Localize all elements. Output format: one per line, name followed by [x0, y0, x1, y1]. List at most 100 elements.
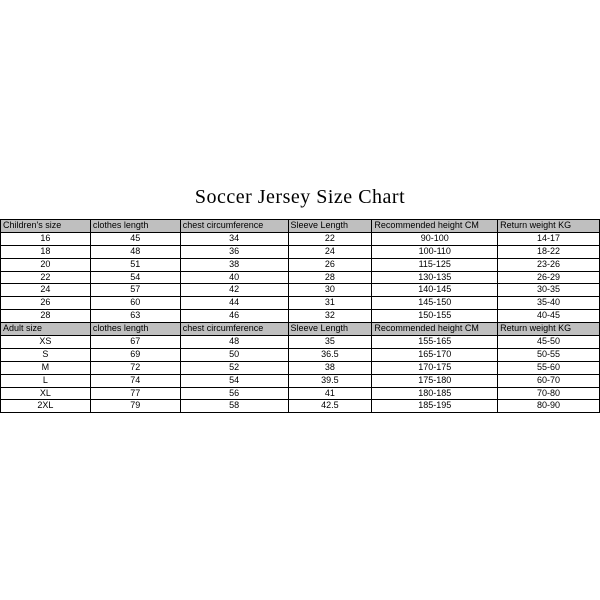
table-cell: 28 [1, 310, 91, 323]
table-cell: 100-110 [372, 245, 498, 258]
adult-section: Adult sizeclothes lengthchest circumfere… [1, 323, 600, 413]
table-cell: 18-22 [498, 245, 600, 258]
column-header: Return weight KG [498, 323, 600, 336]
table-cell: 170-175 [372, 361, 498, 374]
table-cell: 79 [90, 400, 180, 413]
column-header: Recommended height CM [372, 323, 498, 336]
table-row: 1645342290-10014-17 [1, 232, 600, 245]
table-cell: 50-55 [498, 348, 600, 361]
table-cell: 36 [180, 245, 288, 258]
table-row: 2XL795842.5185-19580-90 [1, 400, 600, 413]
table-row: 24574230140-14530-35 [1, 284, 600, 297]
table-cell: 70-80 [498, 387, 600, 400]
table-cell: 45-50 [498, 336, 600, 349]
table-cell: 145-150 [372, 297, 498, 310]
table-cell: 55-60 [498, 361, 600, 374]
table-cell: XL [1, 387, 91, 400]
table-header-row: Adult sizeclothes lengthchest circumfere… [1, 323, 600, 336]
table-cell: 51 [90, 258, 180, 271]
table-cell: 28 [288, 271, 372, 284]
table-cell: 42 [180, 284, 288, 297]
column-header: chest circumference [180, 323, 288, 336]
table-cell: 18 [1, 245, 91, 258]
chart-title: Soccer Jersey Size Chart [0, 180, 600, 219]
table-cell: 23-26 [498, 258, 600, 271]
column-header: chest circumference [180, 220, 288, 233]
table-cell: 16 [1, 232, 91, 245]
table-cell: 45 [90, 232, 180, 245]
table-cell: 36.5 [288, 348, 372, 361]
table-cell: 72 [90, 361, 180, 374]
table-cell: 41 [288, 387, 372, 400]
table-cell: XS [1, 336, 91, 349]
table-row: 20513826115-12523-26 [1, 258, 600, 271]
column-header: clothes length [90, 323, 180, 336]
table-cell: 56 [180, 387, 288, 400]
table-cell: 26 [288, 258, 372, 271]
table-cell: 24 [1, 284, 91, 297]
table-cell: 26-29 [498, 271, 600, 284]
column-header: Recommended height CM [372, 220, 498, 233]
table-header-row: Children's sizeclothes lengthchest circu… [1, 220, 600, 233]
children-section: Children's sizeclothes lengthchest circu… [1, 220, 600, 323]
table-cell: 77 [90, 387, 180, 400]
size-chart-content: Soccer Jersey Size Chart Children's size… [0, 180, 600, 413]
table-cell: 90-100 [372, 232, 498, 245]
table-cell: 50 [180, 348, 288, 361]
column-header: Sleeve Length [288, 220, 372, 233]
table-cell: 48 [180, 336, 288, 349]
column-header: clothes length [90, 220, 180, 233]
table-cell: 20 [1, 258, 91, 271]
table-cell: 38 [180, 258, 288, 271]
table-cell: 69 [90, 348, 180, 361]
table-cell: 63 [90, 310, 180, 323]
table-cell: 80-90 [498, 400, 600, 413]
table-cell: 34 [180, 232, 288, 245]
table-cell: 150-155 [372, 310, 498, 323]
table-cell: 40 [180, 271, 288, 284]
table-row: 26604431145-15035-40 [1, 297, 600, 310]
table-cell: 30-35 [498, 284, 600, 297]
column-header: Return weight KG [498, 220, 600, 233]
table-cell: 26 [1, 297, 91, 310]
table-cell: 67 [90, 336, 180, 349]
column-header: Children's size [1, 220, 91, 233]
table-cell: 57 [90, 284, 180, 297]
table-cell: 2XL [1, 400, 91, 413]
table-cell: 74 [90, 374, 180, 387]
table-row: XL775641180-18570-80 [1, 387, 600, 400]
table-row: XS674835155-16545-50 [1, 336, 600, 349]
table-cell: 42.5 [288, 400, 372, 413]
table-cell: 35 [288, 336, 372, 349]
table-cell: 54 [180, 374, 288, 387]
table-cell: 130-135 [372, 271, 498, 284]
table-cell: 31 [288, 297, 372, 310]
size-chart-table: Children's sizeclothes lengthchest circu… [0, 219, 600, 413]
table-cell: 35-40 [498, 297, 600, 310]
table-cell: L [1, 374, 91, 387]
table-cell: 22 [288, 232, 372, 245]
table-cell: 54 [90, 271, 180, 284]
table-cell: 38 [288, 361, 372, 374]
column-header: Adult size [1, 323, 91, 336]
table-cell: 39.5 [288, 374, 372, 387]
column-header: Sleeve Length [288, 323, 372, 336]
table-row: 18483624100-11018-22 [1, 245, 600, 258]
table-row: 28634632150-15540-45 [1, 310, 600, 323]
table-cell: 115-125 [372, 258, 498, 271]
table-row: L745439.5175-18060-70 [1, 374, 600, 387]
table-row: 22544028130-13526-29 [1, 271, 600, 284]
table-cell: 175-180 [372, 374, 498, 387]
table-cell: 140-145 [372, 284, 498, 297]
table-cell: 46 [180, 310, 288, 323]
table-cell: 180-185 [372, 387, 498, 400]
table-cell: 24 [288, 245, 372, 258]
table-cell: M [1, 361, 91, 374]
table-cell: 48 [90, 245, 180, 258]
table-cell: 32 [288, 310, 372, 323]
table-cell: 22 [1, 271, 91, 284]
table-cell: 155-165 [372, 336, 498, 349]
table-row: M725238170-17555-60 [1, 361, 600, 374]
table-cell: 60-70 [498, 374, 600, 387]
table-cell: 40-45 [498, 310, 600, 323]
